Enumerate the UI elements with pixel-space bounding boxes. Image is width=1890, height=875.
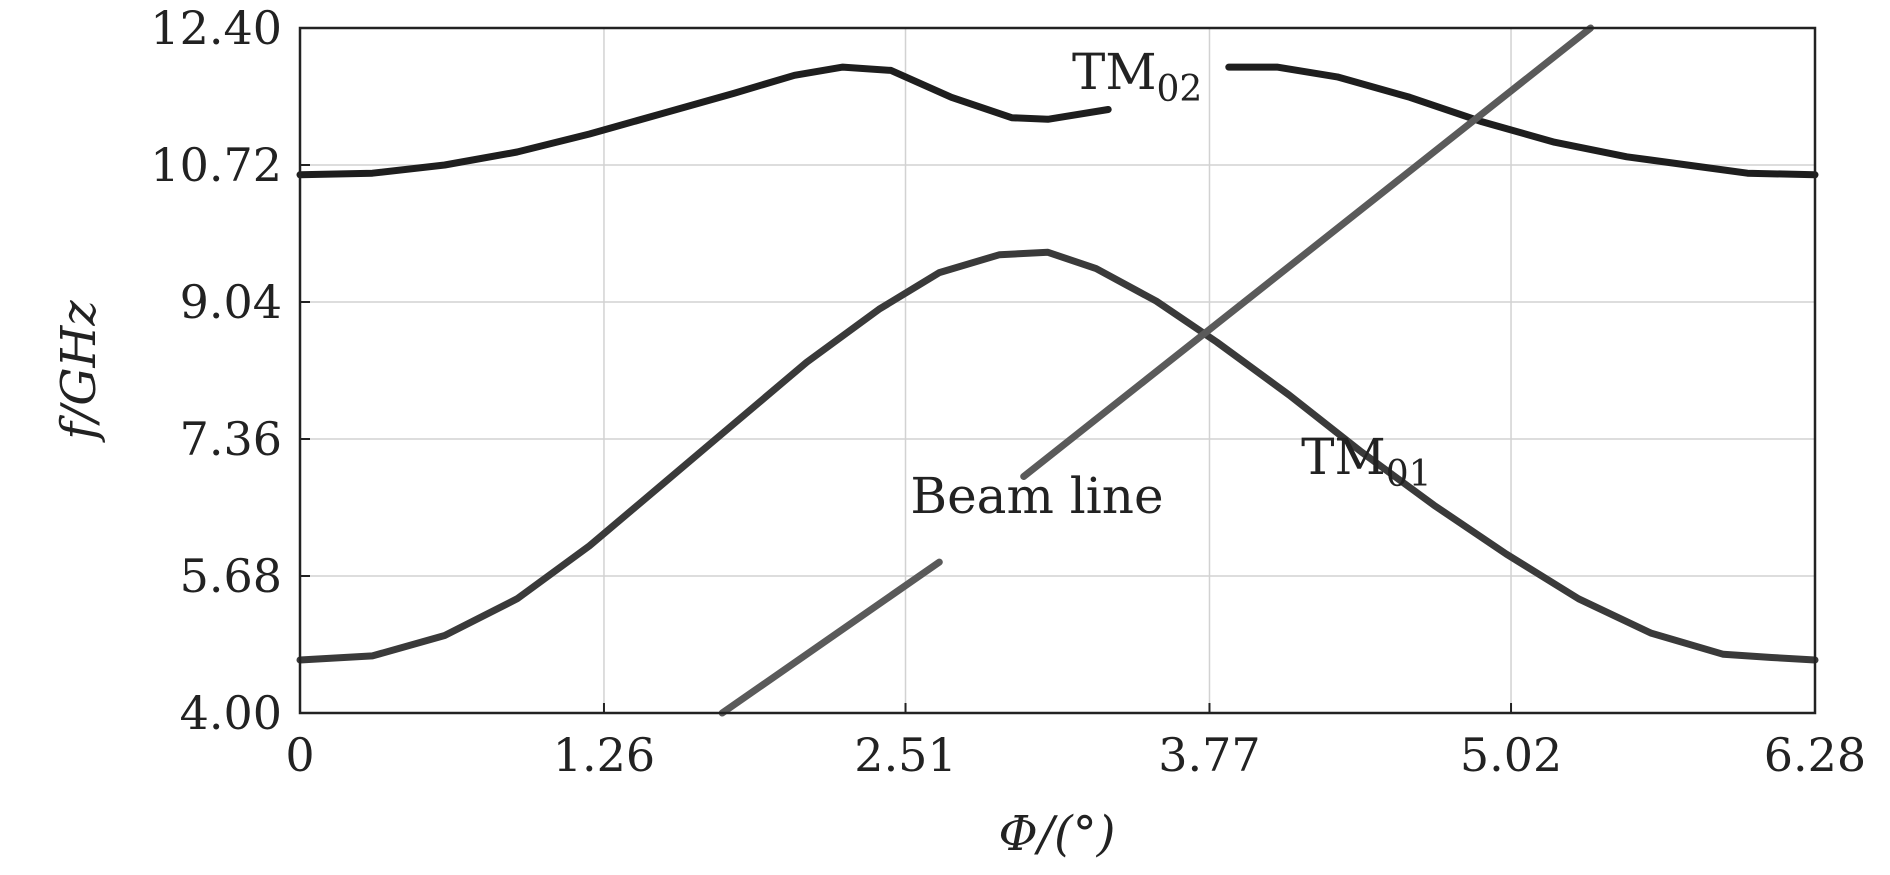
y-tick-label: 12.40 xyxy=(150,1,282,55)
y-axis-title: f/GHz xyxy=(51,300,107,443)
x-axis-title: Φ/(°) xyxy=(999,806,1116,862)
series-line-beam-line xyxy=(1020,24,1595,480)
x-tick-label: 2.51 xyxy=(854,728,956,782)
series-layer xyxy=(296,24,1819,717)
y-tick-label: 5.68 xyxy=(180,549,282,603)
y-axis-ticks: 12.40 10.72 9.04 7.36 5.68 4.00 xyxy=(150,1,310,740)
series-line-tm01 xyxy=(296,248,1819,664)
y-tick-label: 4.00 xyxy=(180,686,282,740)
grid xyxy=(300,28,1815,713)
x-tick-label: 3.77 xyxy=(1158,728,1260,782)
series-line-tm02 xyxy=(296,63,1112,179)
curve-label: TM02 xyxy=(1072,43,1202,110)
series-line-beam-line xyxy=(718,558,943,717)
plot-frame xyxy=(298,26,1817,715)
x-tick-label: 6.28 xyxy=(1764,728,1866,782)
y-tick-label: 9.04 xyxy=(180,275,282,329)
curve-labels: TM02 TM01 Beam line xyxy=(910,43,1431,525)
x-axis-ticks: 0 1.26 2.51 3.77 5.02 6.28 xyxy=(285,703,1866,782)
y-tick-label: 7.36 xyxy=(180,412,282,466)
x-tick-label: 1.26 xyxy=(553,728,655,782)
curve-label: TM01 xyxy=(1301,428,1431,495)
curve-label: Beam line xyxy=(910,467,1163,525)
x-tick-label: 5.02 xyxy=(1460,728,1562,782)
y-tick-label: 10.72 xyxy=(150,138,282,192)
series-line-tm02 xyxy=(1225,63,1819,179)
x-tick-label: 0 xyxy=(285,728,314,782)
